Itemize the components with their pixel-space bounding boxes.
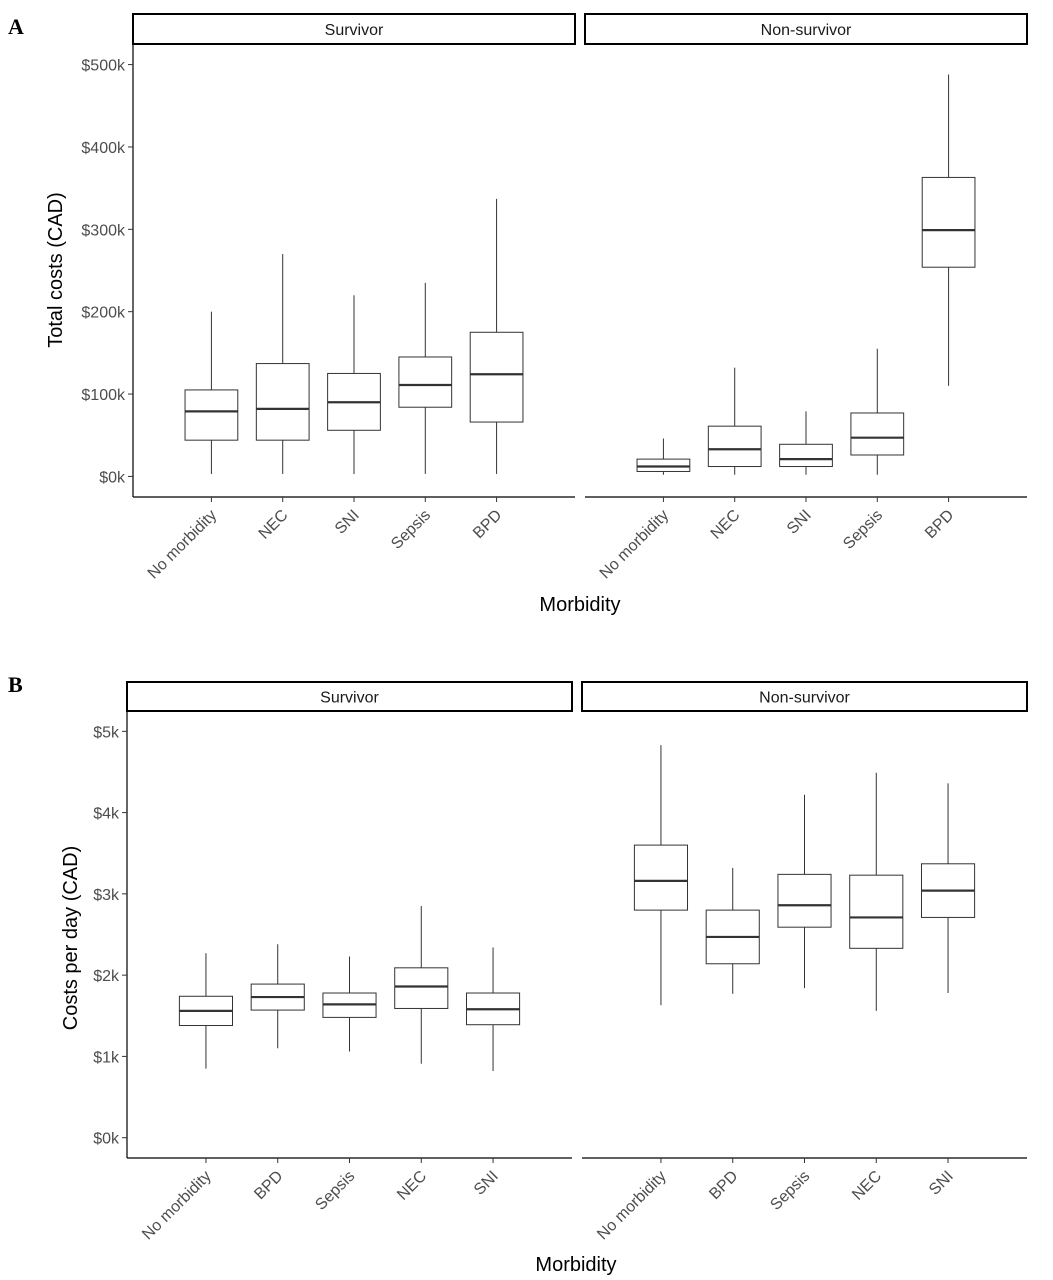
y-tick-label: $4k <box>93 806 120 823</box>
y-tick-label: $5k <box>93 724 120 741</box>
box-sni <box>327 295 381 474</box>
x-tick-label: NEC <box>394 1168 430 1204</box>
box-bpd <box>469 198 524 474</box>
box-iqr <box>779 443 833 468</box>
x-tick-label: BPD <box>251 1168 286 1203</box>
box-iqr <box>633 844 689 911</box>
x-axis-title: Morbidity <box>539 594 620 616</box>
box-sni <box>779 411 833 475</box>
facet-strip <box>126 681 573 712</box>
box-bpd <box>250 944 305 1049</box>
y-tick-label: $100k <box>81 387 126 404</box>
y-tick-label: $0k <box>99 469 126 486</box>
box-bpd <box>921 74 976 386</box>
box-no-morbidity <box>633 745 689 1006</box>
panel-letter: B <box>8 672 23 697</box>
y-axis-title: Total costs (CAD) <box>45 192 67 348</box>
x-tick-label: BPD <box>922 507 957 542</box>
y-tick-label: $300k <box>81 222 126 239</box>
facet-survivor: Survivor $0k $100k $200k $300k $400k $500k No m… <box>81 13 576 583</box>
x-tick-label: Sepsis <box>312 1168 358 1214</box>
box-no-morbidity <box>178 953 234 1069</box>
x-tick-label: SNI <box>332 507 363 538</box>
facet-strip <box>584 13 1028 45</box>
x-tick-label: No morbidity <box>597 507 673 583</box>
x-axis-title: Morbidity <box>535 1254 616 1276</box>
box-iqr <box>849 874 904 949</box>
box-bpd <box>705 867 760 994</box>
x-tick-label: NEC <box>849 1168 885 1204</box>
box-iqr <box>921 176 976 268</box>
box-no-morbidity <box>636 438 691 475</box>
facet-strip-label: Survivor <box>320 690 379 707</box>
y-tick-label: $2k <box>93 968 120 985</box>
box-sepsis <box>322 956 377 1052</box>
box-sepsis <box>850 348 905 475</box>
y-tick-label: $500k <box>81 58 126 75</box>
box-iqr <box>707 425 762 468</box>
y-tick-label: $400k <box>81 140 126 157</box>
box-sni <box>920 783 976 994</box>
x-tick-label: BPD <box>470 507 505 542</box>
box-sepsis <box>777 794 832 989</box>
y-tick-label: $0k <box>93 1131 120 1148</box>
y-tick-label: $200k <box>81 305 126 322</box>
x-tick-label: NEC <box>708 507 744 543</box>
box-no-morbidity <box>184 311 239 474</box>
box-iqr <box>255 363 310 441</box>
chart-panel-b: B Survivor $0k $1k $2k $3k $4k $5k No morbidity B… <box>8 672 1028 1276</box>
y-tick-label: $1k <box>93 1049 120 1066</box>
x-tick-label: No morbidity <box>594 1168 670 1244</box>
x-tick-label: NEC <box>256 507 292 543</box>
panel-letter: A <box>8 14 24 39</box>
box-sepsis <box>398 282 453 474</box>
facet-strip-label: Non-survivor <box>759 690 850 707</box>
x-tick-label: No morbidity <box>145 507 221 583</box>
box-iqr <box>469 331 524 423</box>
facet-strip <box>132 13 576 45</box>
x-tick-label: SNI <box>784 507 815 538</box>
box-iqr <box>636 458 691 472</box>
x-tick-label: Sepsis <box>388 507 434 553</box>
facet-non-survivor: Non-survivor No morbidity BPD Sepsis NEC SNI <box>581 681 1028 1244</box>
facet-strip-label: Non-survivor <box>761 22 852 39</box>
box-iqr <box>398 356 453 408</box>
x-tick-label: Sepsis <box>767 1168 813 1214</box>
box-nec <box>707 367 762 475</box>
chart-panel-a: A Survivor $0k $100k $200k $300k $400k $500k No … <box>8 13 1028 616</box>
box-iqr <box>394 967 449 1009</box>
x-tick-label: BPD <box>706 1168 741 1203</box>
y-tick-label: $3k <box>93 887 120 904</box>
box-nec <box>394 906 449 1064</box>
x-tick-label: SNI <box>471 1168 502 1199</box>
facet-strip-label: Survivor <box>325 22 384 39</box>
facet-non-survivor: Non-survivor No morbidity NEC SNI Sepsis BPD <box>584 13 1028 583</box>
box-nec <box>255 254 310 474</box>
box-iqr <box>777 873 832 928</box>
y-axis-title: Costs per day (CAD) <box>60 846 82 1031</box>
box-iqr <box>184 389 239 441</box>
x-tick-label: No morbidity <box>139 1168 215 1244</box>
box-nec <box>849 772 904 1011</box>
x-tick-label: Sepsis <box>840 507 886 553</box>
box-sni <box>465 947 521 1072</box>
x-tick-label: SNI <box>926 1168 957 1199</box>
box-iqr <box>850 412 905 456</box>
facet-strip <box>581 681 1028 712</box>
facet-survivor: Survivor $0k $1k $2k $3k $4k $5k No morbidity BP… <box>93 681 573 1244</box>
